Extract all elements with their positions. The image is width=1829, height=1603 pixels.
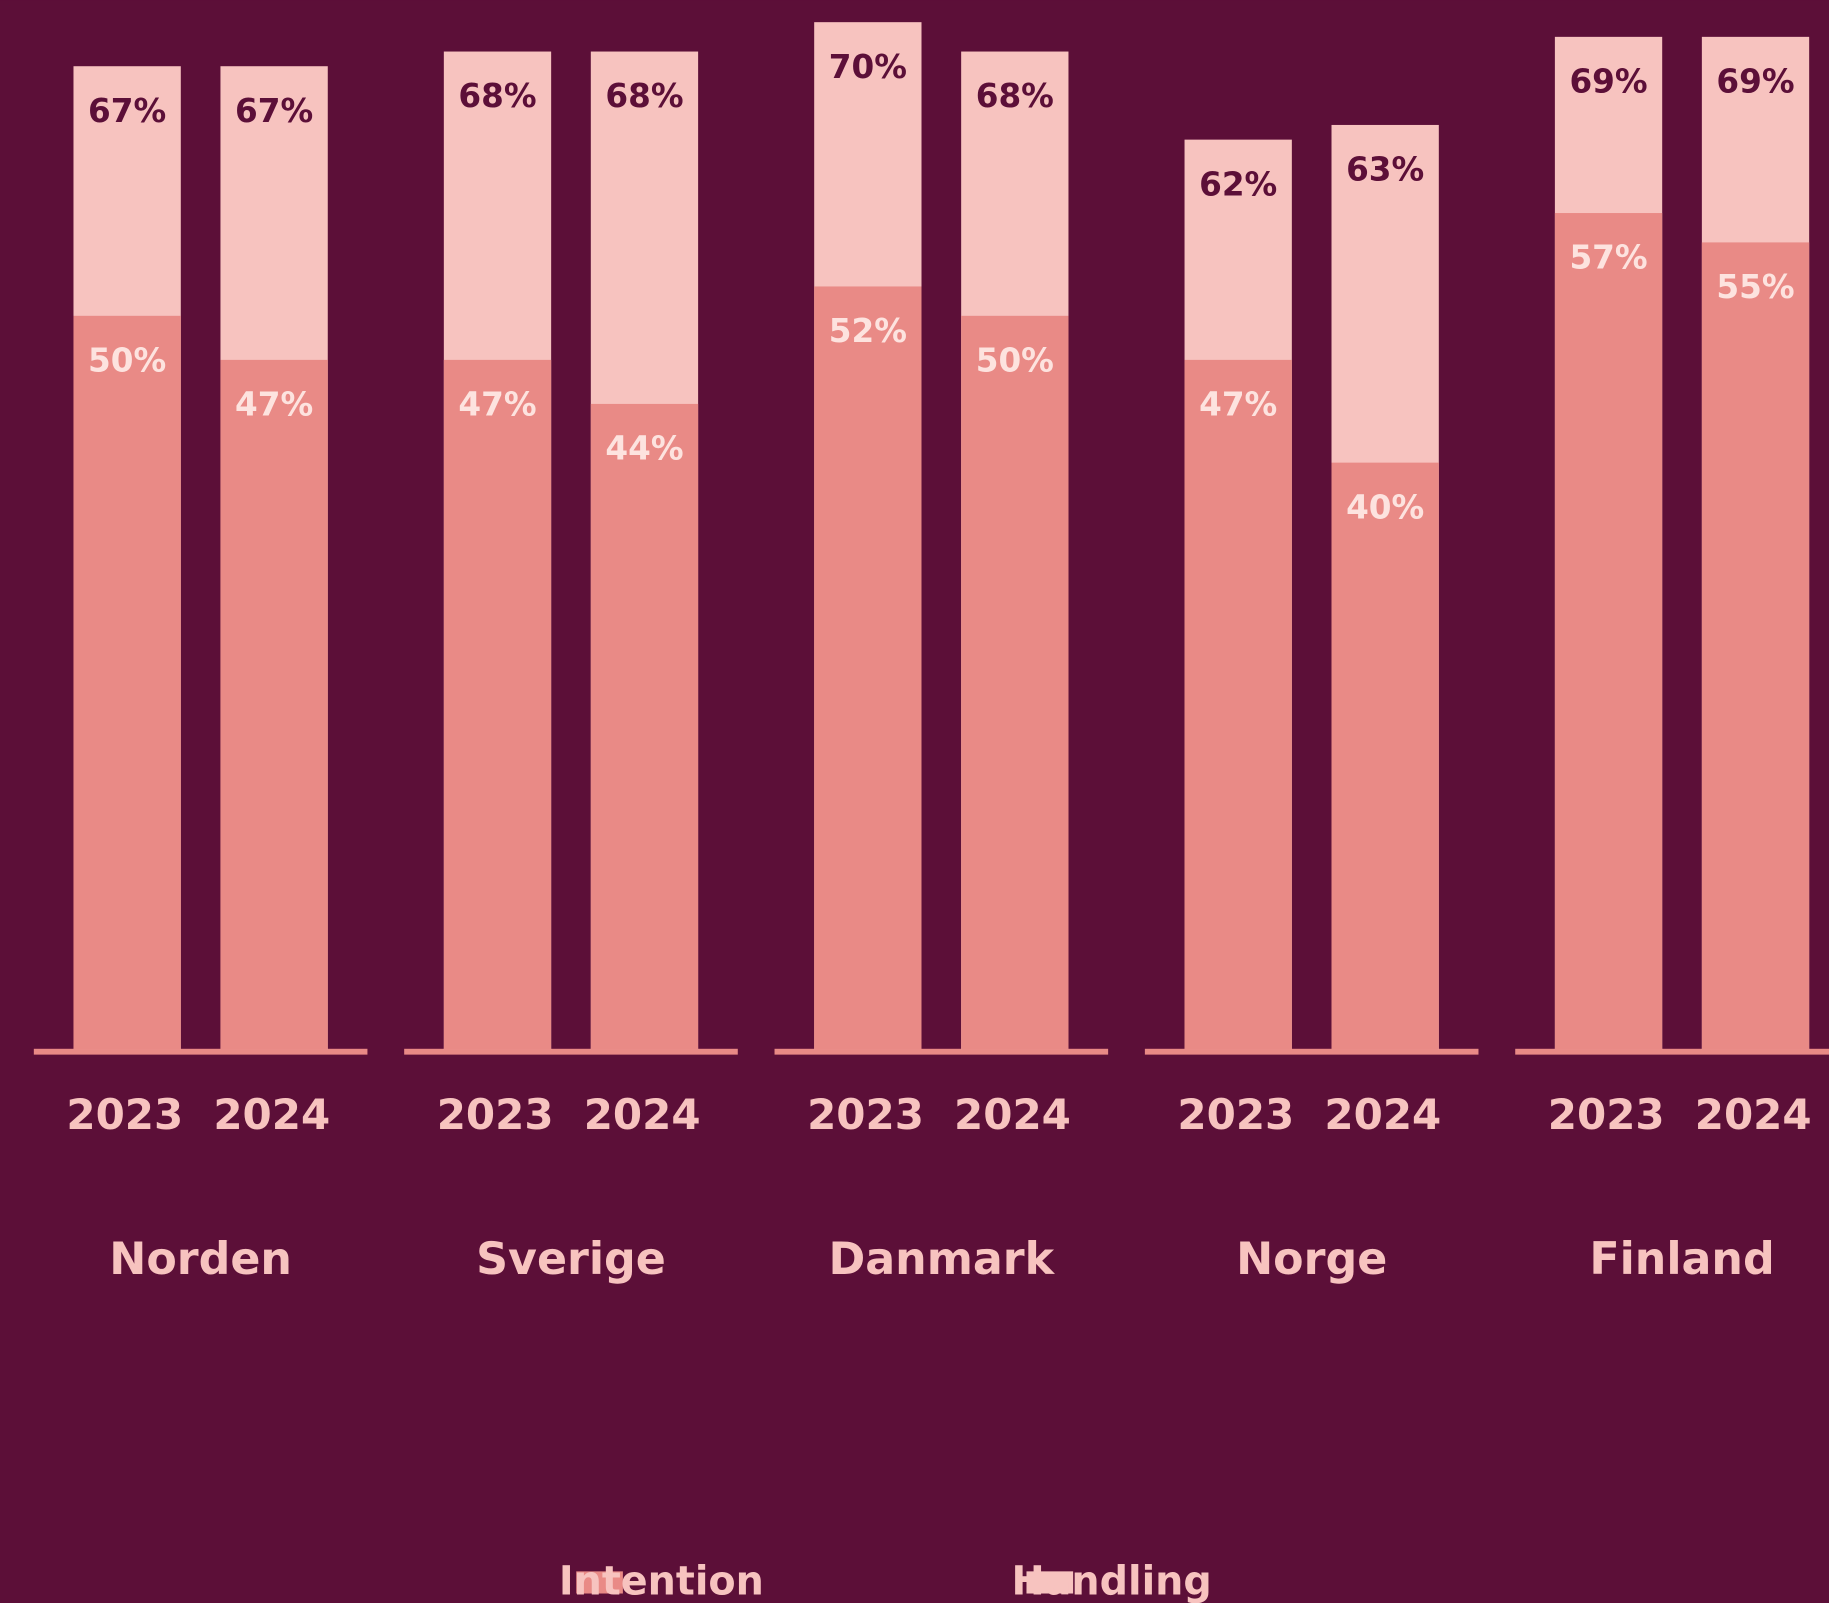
bar xyxy=(814,286,922,1050)
baseline xyxy=(1515,1048,1829,1055)
value-label: 63% xyxy=(1346,151,1424,189)
baseline xyxy=(33,1048,368,1055)
value-label: 44% xyxy=(605,430,683,468)
value-label: 50% xyxy=(976,341,1054,379)
bar xyxy=(73,315,181,1050)
value-label: 68% xyxy=(605,77,683,115)
bar xyxy=(1331,462,1439,1050)
group-label: Sverige xyxy=(476,1234,666,1285)
value-label: 70% xyxy=(829,48,907,86)
bar xyxy=(961,315,1069,1050)
legend-label: Handling xyxy=(1011,1559,1211,1603)
x-tick-label: 2023 xyxy=(807,1090,924,1139)
x-tick-label: 2024 xyxy=(584,1090,701,1139)
x-tick-label: 2023 xyxy=(1177,1090,1294,1139)
group-label: Norge xyxy=(1236,1234,1387,1285)
value-label: 47% xyxy=(235,386,313,424)
value-label: 69% xyxy=(1569,63,1647,101)
group-label: Finland xyxy=(1589,1234,1774,1285)
x-tick-label: 2023 xyxy=(1548,1090,1665,1139)
legend-label: Intention xyxy=(559,1559,764,1603)
value-label: 47% xyxy=(458,386,536,424)
value-label: 40% xyxy=(1346,488,1424,526)
value-label: 68% xyxy=(458,77,536,115)
bar xyxy=(220,359,328,1050)
legend-swatch xyxy=(576,1571,623,1594)
value-label: 67% xyxy=(235,92,313,130)
x-tick-label: 2024 xyxy=(1695,1090,1812,1139)
value-label: 55% xyxy=(1716,268,1794,306)
group-label: Norden xyxy=(109,1234,292,1285)
x-tick-label: 2024 xyxy=(213,1090,330,1139)
bar xyxy=(1701,242,1810,1050)
bar xyxy=(1184,359,1292,1050)
x-tick-label: 2024 xyxy=(1324,1090,1441,1139)
bar xyxy=(590,403,699,1050)
value-label: 52% xyxy=(829,312,907,350)
group-label: Danmark xyxy=(829,1234,1056,1285)
x-tick-label: 2024 xyxy=(954,1090,1071,1139)
value-label: 50% xyxy=(88,341,166,379)
value-label: 47% xyxy=(1199,386,1277,424)
value-label: 68% xyxy=(976,77,1054,115)
value-label: 57% xyxy=(1569,239,1647,277)
legend-swatch xyxy=(1026,1571,1074,1594)
value-label: 67% xyxy=(88,92,166,130)
x-tick-label: 2023 xyxy=(437,1090,554,1139)
x-tick-label: 2023 xyxy=(66,1090,183,1139)
value-label: 62% xyxy=(1199,165,1277,203)
bar xyxy=(443,359,552,1050)
bar xyxy=(1554,213,1663,1050)
baseline xyxy=(774,1048,1109,1055)
baseline xyxy=(404,1048,738,1055)
value-label: 69% xyxy=(1716,63,1794,101)
baseline xyxy=(1144,1048,1479,1055)
